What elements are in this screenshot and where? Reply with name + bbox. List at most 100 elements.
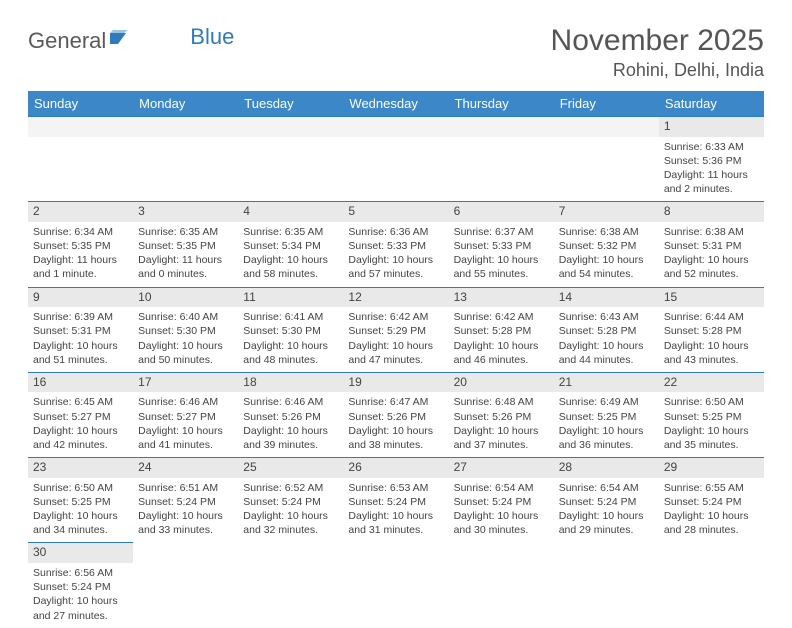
day-detail-line: Daylight: 10 hours (454, 253, 549, 267)
day-details: Sunrise: 6:54 AMSunset: 5:24 PMDaylight:… (554, 478, 659, 543)
day-details: Sunrise: 6:42 AMSunset: 5:28 PMDaylight:… (449, 307, 554, 372)
day-detail-line: Sunrise: 6:56 AM (33, 566, 128, 580)
day-number: 25 (238, 458, 343, 478)
brand-part1: General (28, 28, 106, 54)
calendar-day-cell: 19Sunrise: 6:47 AMSunset: 5:26 PMDayligh… (343, 372, 448, 457)
day-detail-line: Daylight: 10 hours (33, 509, 128, 523)
calendar-day-cell: 24Sunrise: 6:51 AMSunset: 5:24 PMDayligh… (133, 458, 238, 543)
calendar-day-cell: 13Sunrise: 6:42 AMSunset: 5:28 PMDayligh… (449, 287, 554, 372)
day-details: Sunrise: 6:33 AMSunset: 5:36 PMDaylight:… (659, 137, 764, 202)
day-number: 20 (449, 373, 554, 393)
day-detail-line: Sunrise: 6:51 AM (138, 481, 233, 495)
day-number: 28 (554, 458, 659, 478)
day-detail-line: Sunrise: 6:34 AM (33, 225, 128, 239)
day-detail-line: and 46 minutes. (454, 353, 549, 367)
day-detail-line: Sunset: 5:35 PM (33, 239, 128, 253)
day-detail-line: Sunset: 5:30 PM (138, 324, 233, 338)
day-detail-line: and 58 minutes. (243, 267, 338, 281)
day-detail-line: Sunset: 5:30 PM (243, 324, 338, 338)
calendar-day-cell: 21Sunrise: 6:49 AMSunset: 5:25 PMDayligh… (554, 372, 659, 457)
day-detail-line: and 37 minutes. (454, 438, 549, 452)
day-detail-line: Daylight: 10 hours (454, 509, 549, 523)
calendar-day-cell: 8Sunrise: 6:38 AMSunset: 5:31 PMDaylight… (659, 202, 764, 287)
day-detail-line: Sunrise: 6:40 AM (138, 310, 233, 324)
day-detail-line: Sunrise: 6:43 AM (559, 310, 654, 324)
day-detail-line: Sunset: 5:24 PM (243, 495, 338, 509)
calendar-day-cell (133, 543, 238, 628)
day-number: 21 (554, 373, 659, 393)
calendar-day-cell: 23Sunrise: 6:50 AMSunset: 5:25 PMDayligh… (28, 458, 133, 543)
day-detail-line: and 38 minutes. (348, 438, 443, 452)
day-details: Sunrise: 6:54 AMSunset: 5:24 PMDaylight:… (449, 478, 554, 543)
day-detail-line: Sunset: 5:34 PM (243, 239, 338, 253)
day-detail-line: Daylight: 10 hours (664, 509, 759, 523)
day-number (343, 543, 448, 547)
calendar-day-cell: 10Sunrise: 6:40 AMSunset: 5:30 PMDayligh… (133, 287, 238, 372)
day-detail-line: Sunset: 5:36 PM (664, 154, 759, 168)
day-detail-line: Sunset: 5:27 PM (33, 410, 128, 424)
day-detail-line: Daylight: 10 hours (243, 509, 338, 523)
weekday-header: Thursday (449, 91, 554, 117)
calendar-day-cell (554, 543, 659, 628)
calendar-day-cell: 28Sunrise: 6:54 AMSunset: 5:24 PMDayligh… (554, 458, 659, 543)
day-number: 15 (659, 288, 764, 308)
day-detail-line: and 55 minutes. (454, 267, 549, 281)
day-details: Sunrise: 6:55 AMSunset: 5:24 PMDaylight:… (659, 478, 764, 543)
brand-part2: Blue (190, 24, 234, 50)
day-detail-line: Sunrise: 6:47 AM (348, 395, 443, 409)
day-detail-line: Daylight: 10 hours (348, 424, 443, 438)
day-detail-line: Sunset: 5:32 PM (559, 239, 654, 253)
day-detail-line: Sunrise: 6:53 AM (348, 481, 443, 495)
day-detail-line: and 29 minutes. (559, 523, 654, 537)
day-detail-line: and 54 minutes. (559, 267, 654, 281)
day-detail-line: Daylight: 10 hours (33, 424, 128, 438)
day-detail-line: Sunset: 5:25 PM (559, 410, 654, 424)
day-detail-line: Sunset: 5:31 PM (33, 324, 128, 338)
day-detail-line: and 33 minutes. (138, 523, 233, 537)
calendar-day-cell (238, 543, 343, 628)
day-detail-line: Sunrise: 6:45 AM (33, 395, 128, 409)
day-detail-line: Sunset: 5:26 PM (243, 410, 338, 424)
day-detail-line: and 30 minutes. (454, 523, 549, 537)
calendar-day-cell: 17Sunrise: 6:46 AMSunset: 5:27 PMDayligh… (133, 372, 238, 457)
calendar-body: 1Sunrise: 6:33 AMSunset: 5:36 PMDaylight… (28, 117, 764, 628)
day-detail-line: Daylight: 10 hours (33, 339, 128, 353)
day-detail-line: and 48 minutes. (243, 353, 338, 367)
header: GeneralBlue November 2025 Rohini, Delhi,… (28, 24, 764, 81)
day-detail-line: Daylight: 10 hours (664, 424, 759, 438)
day-detail-line: Sunrise: 6:54 AM (454, 481, 549, 495)
day-detail-line: Sunrise: 6:37 AM (454, 225, 549, 239)
calendar-day-cell (133, 117, 238, 202)
day-detail-line: and 42 minutes. (33, 438, 128, 452)
day-details: Sunrise: 6:43 AMSunset: 5:28 PMDaylight:… (554, 307, 659, 372)
day-details: Sunrise: 6:38 AMSunset: 5:31 PMDaylight:… (659, 222, 764, 287)
calendar-day-cell (449, 117, 554, 202)
day-number: 30 (28, 543, 133, 563)
day-detail-line: Daylight: 10 hours (454, 424, 549, 438)
day-detail-line: Sunset: 5:26 PM (454, 410, 549, 424)
day-detail-line: Sunrise: 6:46 AM (243, 395, 338, 409)
brand-logo: GeneralBlue (28, 24, 180, 54)
day-details: Sunrise: 6:49 AMSunset: 5:25 PMDaylight:… (554, 392, 659, 457)
day-detail-line: Sunrise: 6:55 AM (664, 481, 759, 495)
day-number: 1 (659, 117, 764, 137)
day-number: 7 (554, 202, 659, 222)
day-details: Sunrise: 6:50 AMSunset: 5:25 PMDaylight:… (659, 392, 764, 457)
weekday-header: Sunday (28, 91, 133, 117)
calendar-day-cell (554, 117, 659, 202)
calendar-day-cell: 29Sunrise: 6:55 AMSunset: 5:24 PMDayligh… (659, 458, 764, 543)
day-detail-line: Sunset: 5:26 PM (348, 410, 443, 424)
calendar-day-cell: 4Sunrise: 6:35 AMSunset: 5:34 PMDaylight… (238, 202, 343, 287)
day-detail-line: Sunset: 5:24 PM (559, 495, 654, 509)
day-detail-line: and 31 minutes. (348, 523, 443, 537)
day-detail-line: Daylight: 10 hours (243, 253, 338, 267)
day-number: 5 (343, 202, 448, 222)
calendar-day-cell: 25Sunrise: 6:52 AMSunset: 5:24 PMDayligh… (238, 458, 343, 543)
day-details: Sunrise: 6:37 AMSunset: 5:33 PMDaylight:… (449, 222, 554, 287)
calendar-day-cell: 5Sunrise: 6:36 AMSunset: 5:33 PMDaylight… (343, 202, 448, 287)
day-details: Sunrise: 6:46 AMSunset: 5:26 PMDaylight:… (238, 392, 343, 457)
month-title: November 2025 (551, 24, 764, 58)
calendar-day-cell (28, 117, 133, 202)
day-details: Sunrise: 6:41 AMSunset: 5:30 PMDaylight:… (238, 307, 343, 372)
calendar-day-cell (449, 543, 554, 628)
